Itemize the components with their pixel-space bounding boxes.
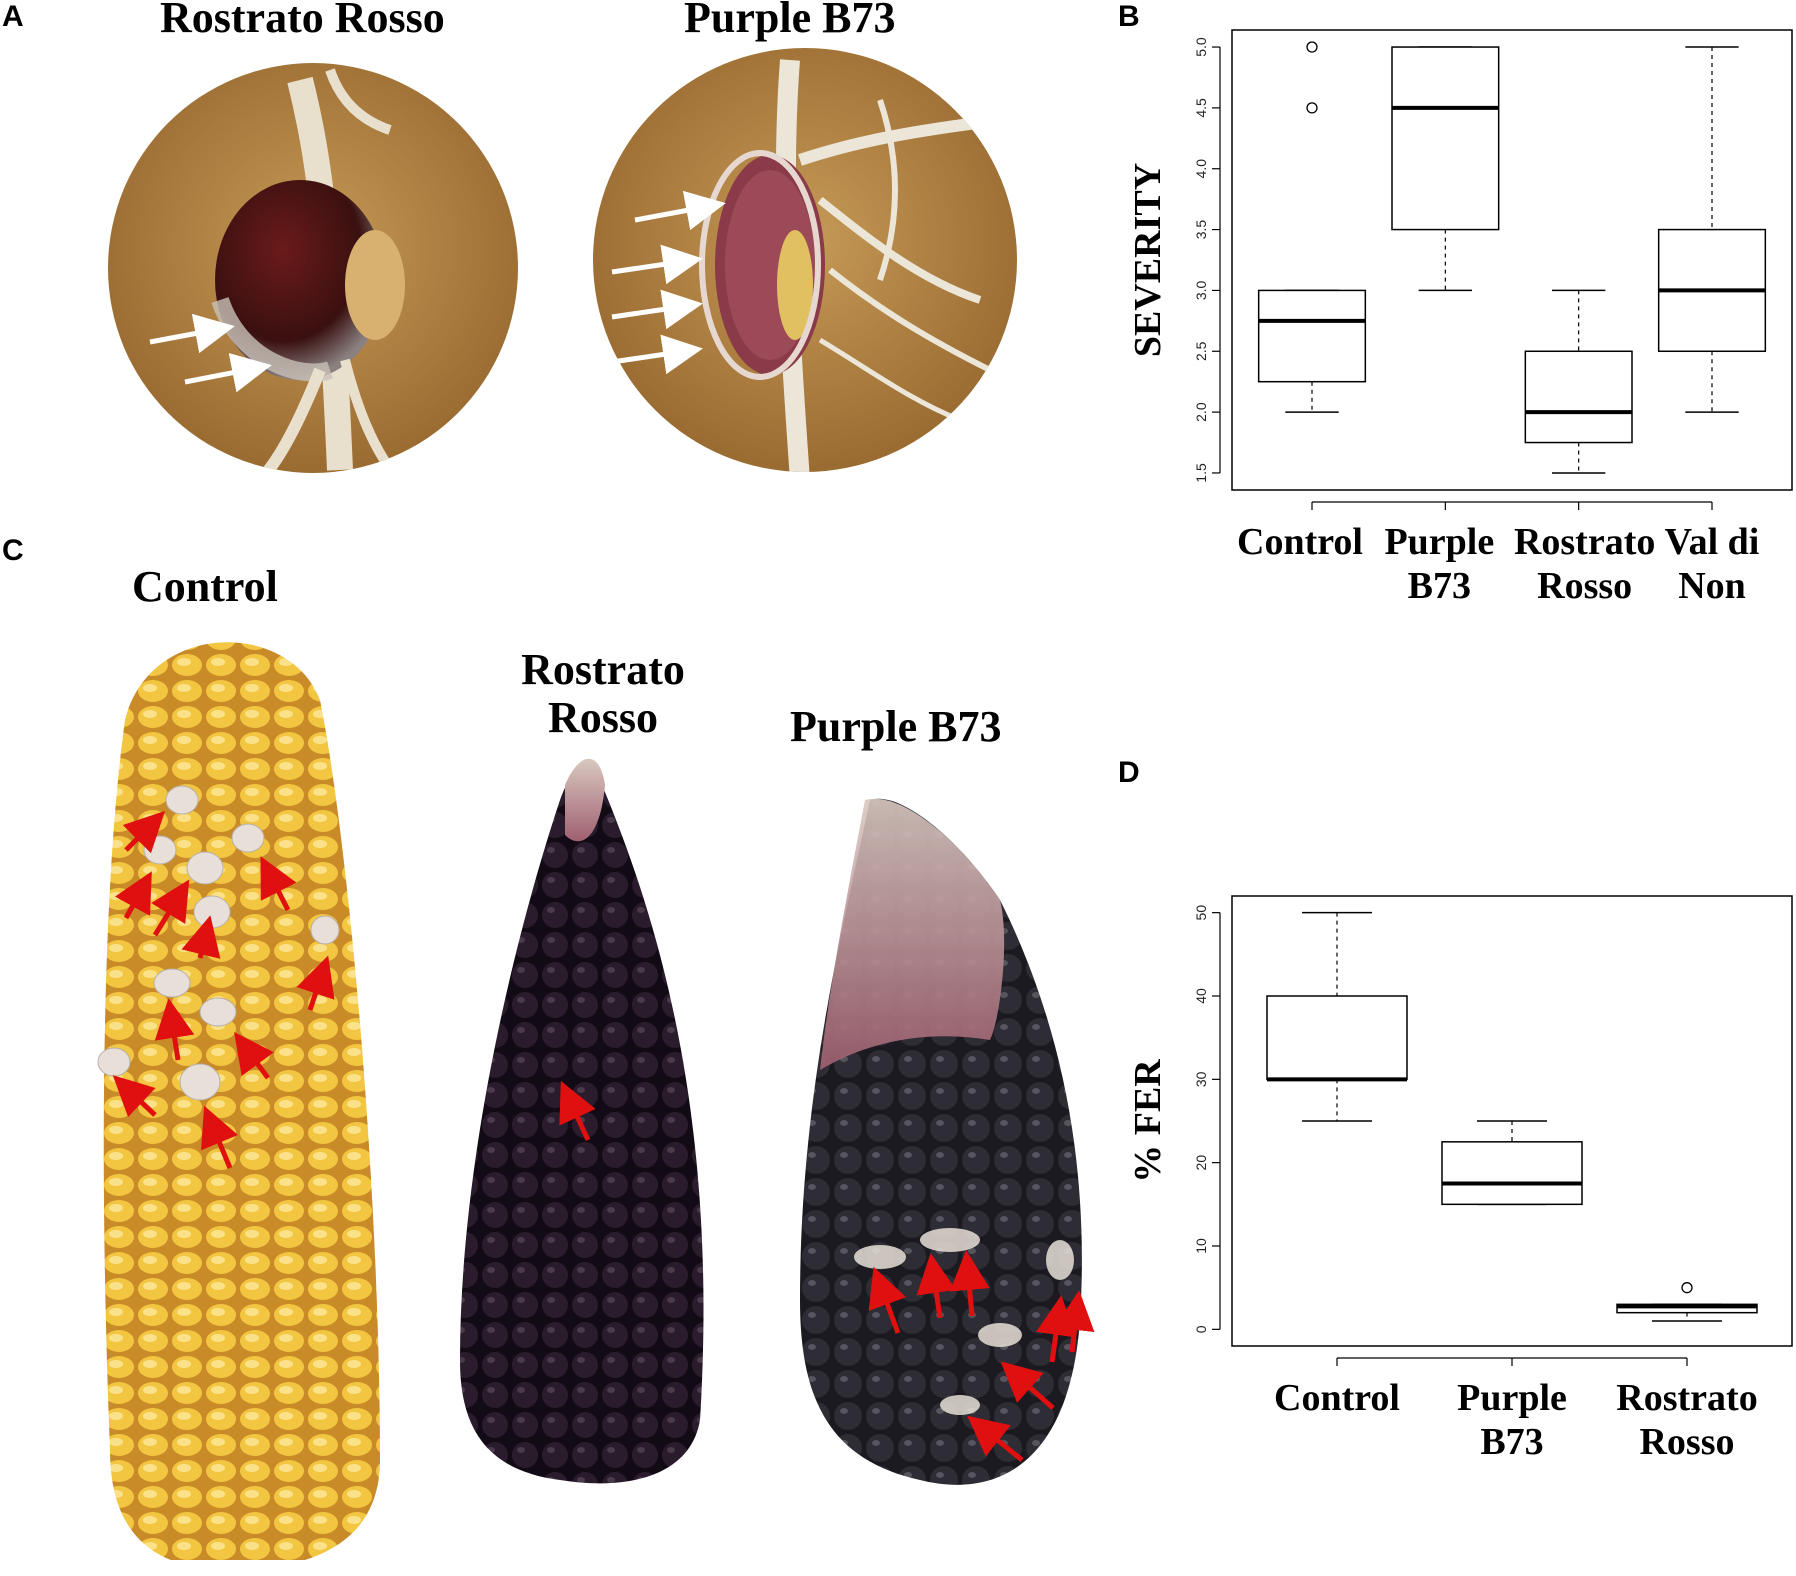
y-tick-label: 30 — [1193, 1071, 1209, 1087]
category-label: Purple — [1384, 521, 1494, 563]
ear-title-rostrato-rosso: Rostrato Rosso — [521, 645, 685, 743]
panel-a-photos — [108, 48, 1017, 473]
box-iqr — [1616, 1303, 1758, 1314]
category-label: B73 — [1408, 565, 1471, 607]
photo-purple-b73-seedling — [593, 48, 1017, 472]
outlier-point — [1306, 41, 1318, 53]
ear-control — [97, 642, 380, 1560]
y-tick-label: 2.5 — [1193, 341, 1209, 361]
box-rostrato-rosso — [1616, 1282, 1758, 1322]
category-label: Control — [1274, 1377, 1400, 1419]
category-label: Rosso — [1537, 565, 1632, 607]
ear-purple-b73 — [800, 798, 1095, 1485]
photo-title-purple-b73: Purple B73 — [684, 0, 896, 42]
y-tick-label: 0 — [1193, 1325, 1209, 1333]
y-axis-label: % FER — [1127, 1059, 1169, 1183]
box-purple-b73 — [1441, 1120, 1583, 1206]
y-tick-label: 4.5 — [1193, 98, 1209, 118]
category-label: Purple — [1457, 1377, 1567, 1419]
severity-boxplot: 1.5 2.0 2.5 3.0 3.5 4.0 4.5 5.0 SEVERITY Control P… — [1127, 29, 1793, 607]
y-tick-label: 3.5 — [1193, 220, 1209, 240]
box-control — [1257, 41, 1367, 413]
outlier-point — [1306, 102, 1318, 114]
y-tick-label: 1.5 — [1193, 463, 1209, 483]
category-label: Rosso — [1639, 1421, 1734, 1463]
plot-frame — [1231, 895, 1793, 1347]
ear-rostrato-rosso — [460, 758, 704, 1484]
category-label: Control — [1237, 521, 1363, 563]
box-iqr — [1524, 350, 1633, 444]
panel-letter-b: B — [1118, 0, 1140, 33]
box-rostrato-rosso — [1524, 289, 1633, 474]
category-label: Non — [1678, 565, 1746, 607]
y-tick-label: 50 — [1193, 905, 1209, 921]
panel-letter-a: A — [2, 0, 24, 33]
y-tick-label: 40 — [1193, 988, 1209, 1004]
category-label: B73 — [1480, 1421, 1543, 1463]
y-tick-label: 3.0 — [1193, 280, 1209, 300]
category-label: Rostrato — [1616, 1377, 1757, 1419]
y-tick-label: 4.0 — [1193, 159, 1209, 179]
photo-title-rostrato-rosso: Rostrato Rosso — [160, 0, 445, 42]
panel-letter-c: C — [2, 534, 24, 567]
y-tick-label: 20 — [1193, 1155, 1209, 1171]
box-control — [1266, 911, 1408, 1122]
y-tick-label: 5.0 — [1193, 37, 1209, 57]
y-tick-label: 2.0 — [1193, 402, 1209, 422]
panel-letter-d: D — [1118, 756, 1140, 789]
panel-c-ears — [97, 642, 1095, 1560]
photo-rostrato-rosso-seedling — [108, 63, 518, 473]
ear-title-purple-b73: Purple B73 — [790, 702, 1002, 751]
ear-title-control: Control — [132, 562, 278, 611]
box-iqr — [1266, 995, 1408, 1081]
box-val-di-non — [1657, 46, 1767, 413]
category-label: Rostrato — [1514, 521, 1655, 563]
box-purple-b73 — [1391, 46, 1500, 292]
box-iqr — [1257, 289, 1367, 383]
box-iqr — [1391, 46, 1500, 231]
plot-frame — [1231, 29, 1793, 491]
box-iqr — [1441, 1141, 1583, 1206]
category-label: Val di — [1665, 521, 1760, 563]
y-tick-label: 10 — [1193, 1238, 1209, 1254]
outlier-point — [1681, 1282, 1693, 1294]
y-axis-label: SEVERITY — [1127, 163, 1169, 357]
